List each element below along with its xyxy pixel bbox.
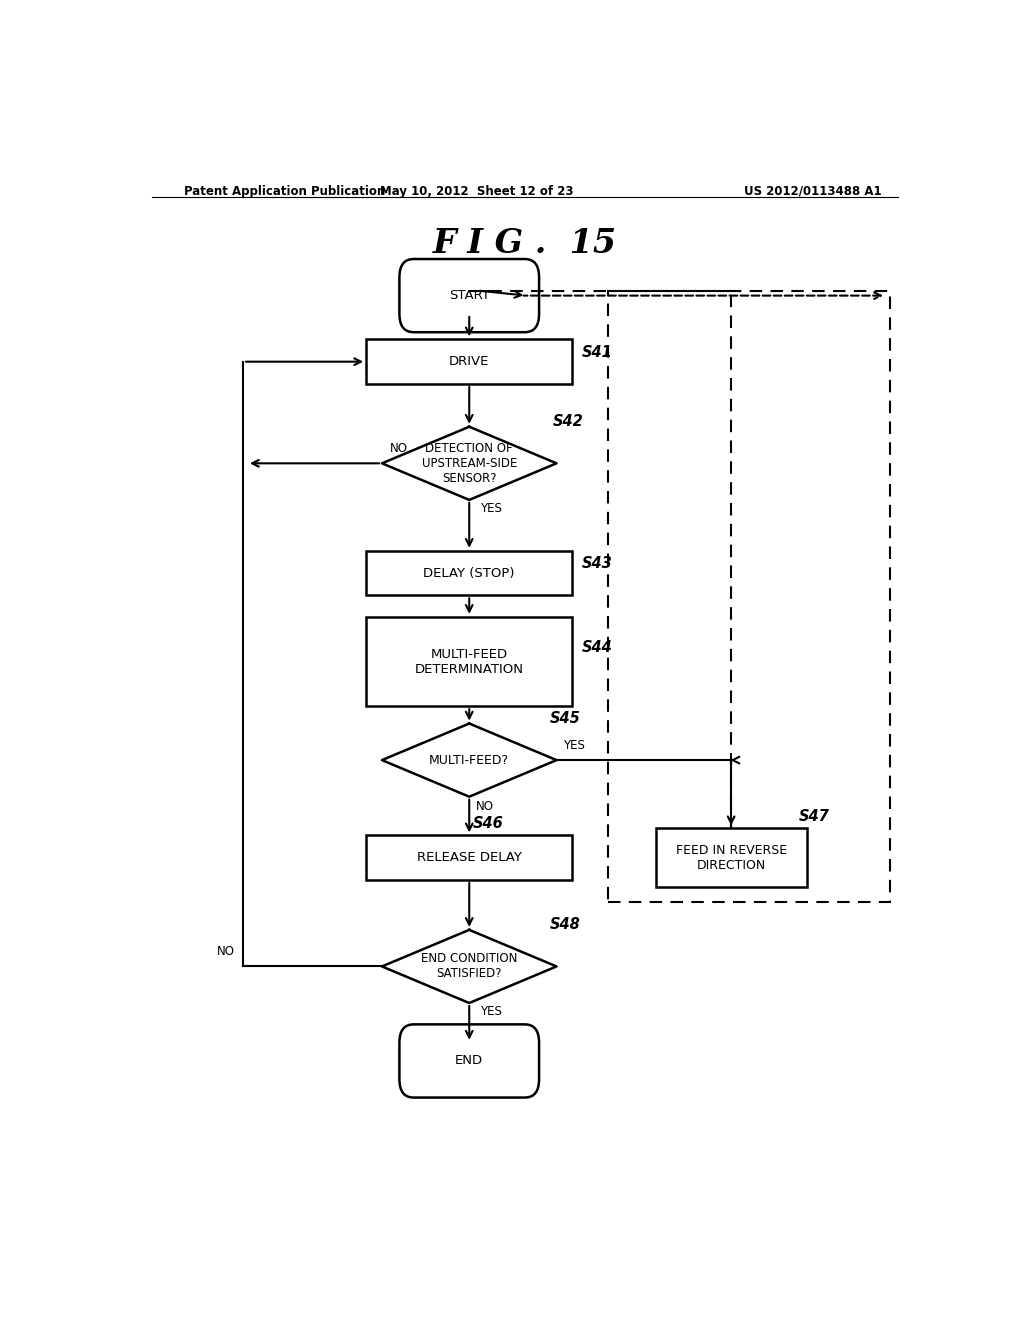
Bar (367, 339, 572, 384)
Text: S45: S45 (550, 710, 581, 726)
Text: NO: NO (217, 945, 236, 958)
Text: S42: S42 (553, 413, 584, 429)
Text: NO: NO (475, 800, 494, 813)
Text: START: START (449, 289, 489, 302)
Text: FEED IN REVERSE
DIRECTION: FEED IN REVERSE DIRECTION (676, 843, 786, 871)
FancyBboxPatch shape (399, 259, 539, 333)
Text: DRIVE: DRIVE (450, 355, 489, 368)
Text: YES: YES (563, 739, 585, 752)
Polygon shape (382, 929, 557, 1003)
Bar (367, 550, 572, 595)
Text: S47: S47 (799, 809, 829, 824)
Text: YES: YES (479, 1005, 502, 1018)
Text: Patent Application Publication: Patent Application Publication (183, 185, 385, 198)
Text: May 10, 2012  Sheet 12 of 23: May 10, 2012 Sheet 12 of 23 (381, 185, 573, 198)
Bar (367, 836, 572, 880)
Bar (367, 616, 572, 706)
Bar (608, 290, 890, 903)
Text: DETECTION OF
UPSTREAM-SIDE
SENSOR?: DETECTION OF UPSTREAM-SIDE SENSOR? (422, 442, 517, 484)
Text: MULTI-FEED
DETERMINATION: MULTI-FEED DETERMINATION (415, 648, 523, 676)
Text: END: END (456, 1055, 483, 1068)
Text: S44: S44 (582, 640, 612, 656)
Text: S48: S48 (550, 917, 581, 932)
FancyBboxPatch shape (399, 1024, 539, 1097)
Text: YES: YES (479, 502, 502, 515)
Text: RELEASE DELAY: RELEASE DELAY (417, 851, 521, 865)
Text: NO: NO (390, 442, 408, 455)
Text: MULTI-FEED?: MULTI-FEED? (429, 754, 509, 767)
Polygon shape (382, 426, 557, 500)
Text: S46: S46 (473, 816, 504, 832)
Text: DELAY (STOP): DELAY (STOP) (424, 566, 515, 579)
Text: END CONDITION
SATISFIED?: END CONDITION SATISFIED? (421, 953, 517, 981)
Bar (655, 828, 807, 887)
Polygon shape (382, 723, 557, 797)
Text: S41: S41 (582, 345, 612, 359)
Text: US 2012/0113488 A1: US 2012/0113488 A1 (744, 185, 882, 198)
Text: F I G .  15: F I G . 15 (433, 227, 616, 260)
Text: S43: S43 (582, 556, 612, 572)
